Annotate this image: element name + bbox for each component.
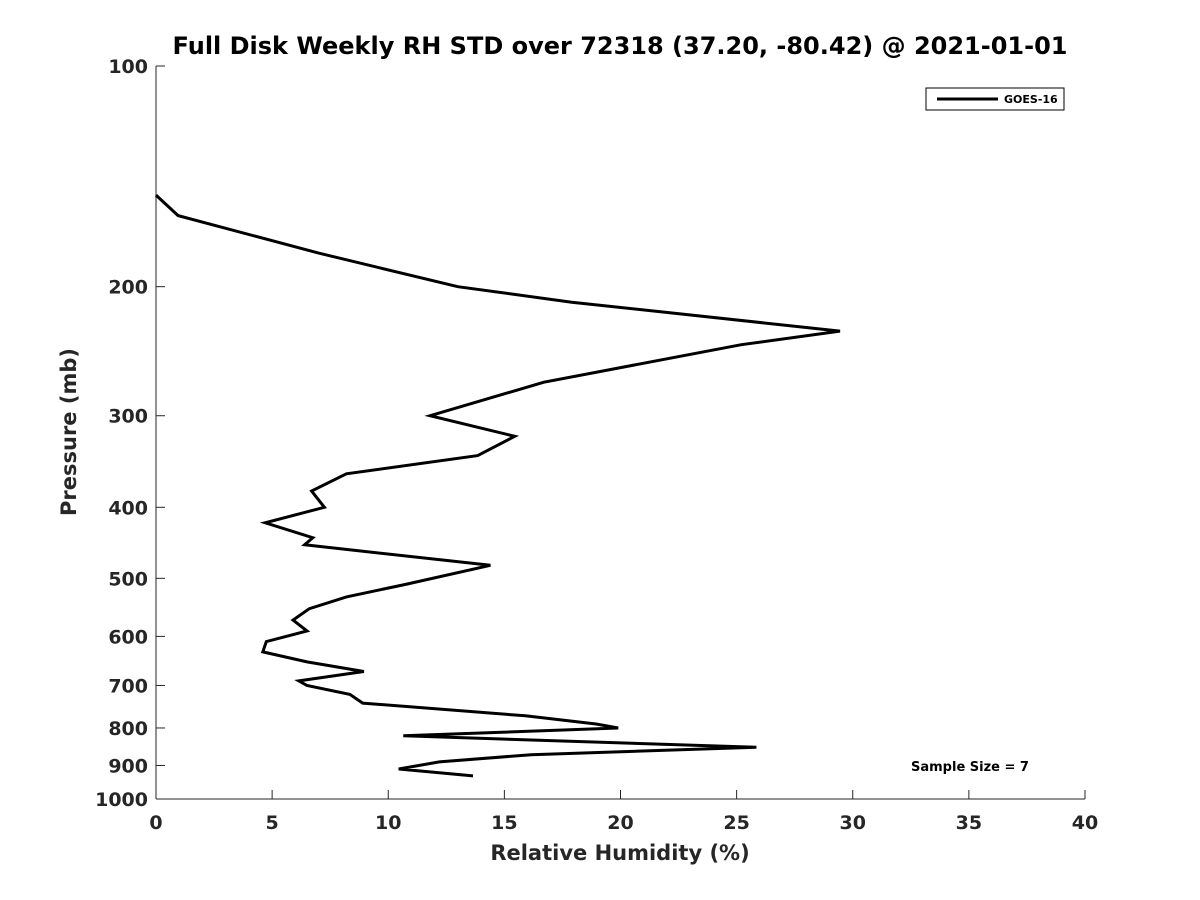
y-tick-label: 800 — [108, 718, 148, 740]
y-tick-label: 500 — [108, 568, 148, 590]
y-tick-label: 200 — [108, 277, 148, 299]
x-tick-label: 5 — [266, 812, 279, 834]
chart-title: Full Disk Weekly RH STD over 72318 (37.2… — [173, 32, 1068, 60]
y-tick-label: 900 — [108, 755, 148, 777]
y-tick-label: 300 — [108, 406, 148, 428]
x-tick-label: 0 — [149, 812, 162, 834]
x-axis-label: Relative Humidity (%) — [490, 841, 749, 865]
x-tick-label: 25 — [723, 812, 749, 834]
y-tick-label: 700 — [108, 675, 148, 697]
ticks: 0 5 10 15 20 25 30 35 40 100 200 300 400 500 600 700 800… — [95, 56, 1098, 834]
legend-label-goes16: GOES-16 — [1004, 93, 1058, 106]
y-tick-label: 600 — [108, 626, 148, 648]
x-tick-label: 20 — [607, 812, 633, 834]
sample-size-annotation: Sample Size = 7 — [911, 760, 1029, 775]
y-tick-label: 100 — [108, 56, 148, 78]
x-tick-label: 10 — [375, 812, 401, 834]
y-tick-label: 400 — [108, 497, 148, 519]
legend: GOES-16 — [925, 87, 1065, 111]
series-layer — [154, 194, 841, 778]
x-tick-label: 35 — [956, 812, 982, 834]
x-tick-label: 15 — [491, 812, 517, 834]
series-line-goes-16 — [154, 194, 841, 778]
x-tick-label: 30 — [840, 812, 866, 834]
x-tick-label: 40 — [1072, 812, 1098, 834]
y-axis-label: Pressure (mb) — [57, 348, 81, 516]
y-tick-label: 1000 — [95, 789, 148, 811]
